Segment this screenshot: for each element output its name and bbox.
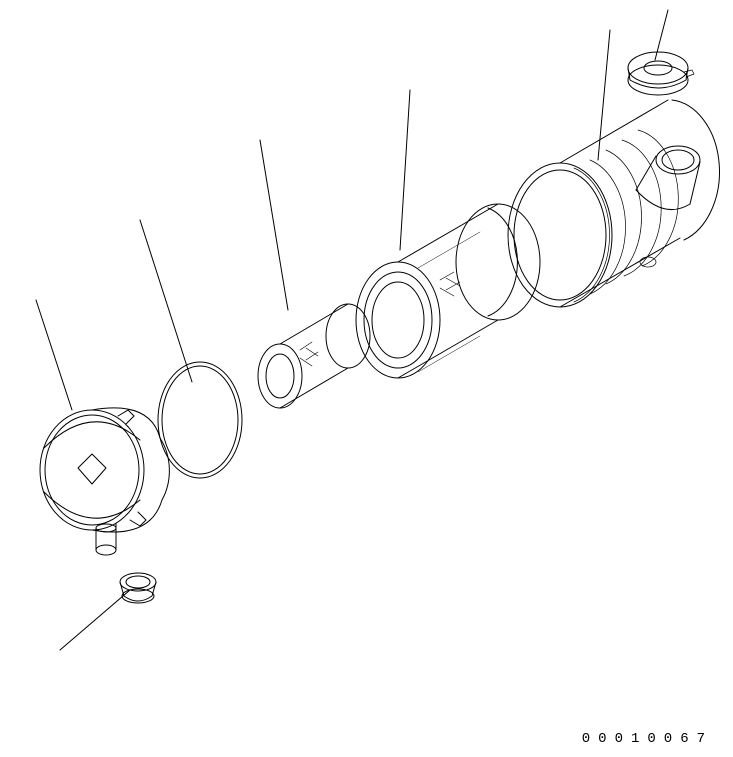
vacuator-valve	[120, 573, 156, 603]
leader-lines	[36, 10, 668, 650]
inlet-cap	[628, 52, 694, 95]
outer-element	[356, 204, 540, 378]
inner-element	[258, 304, 370, 408]
diagram-canvas: 00010067	[0, 0, 733, 757]
document-id: 00010067	[582, 731, 713, 747]
exploded-svg	[0, 0, 733, 757]
cleaner-body	[508, 100, 719, 307]
o-ring	[158, 362, 242, 478]
cover-cap	[40, 408, 169, 555]
